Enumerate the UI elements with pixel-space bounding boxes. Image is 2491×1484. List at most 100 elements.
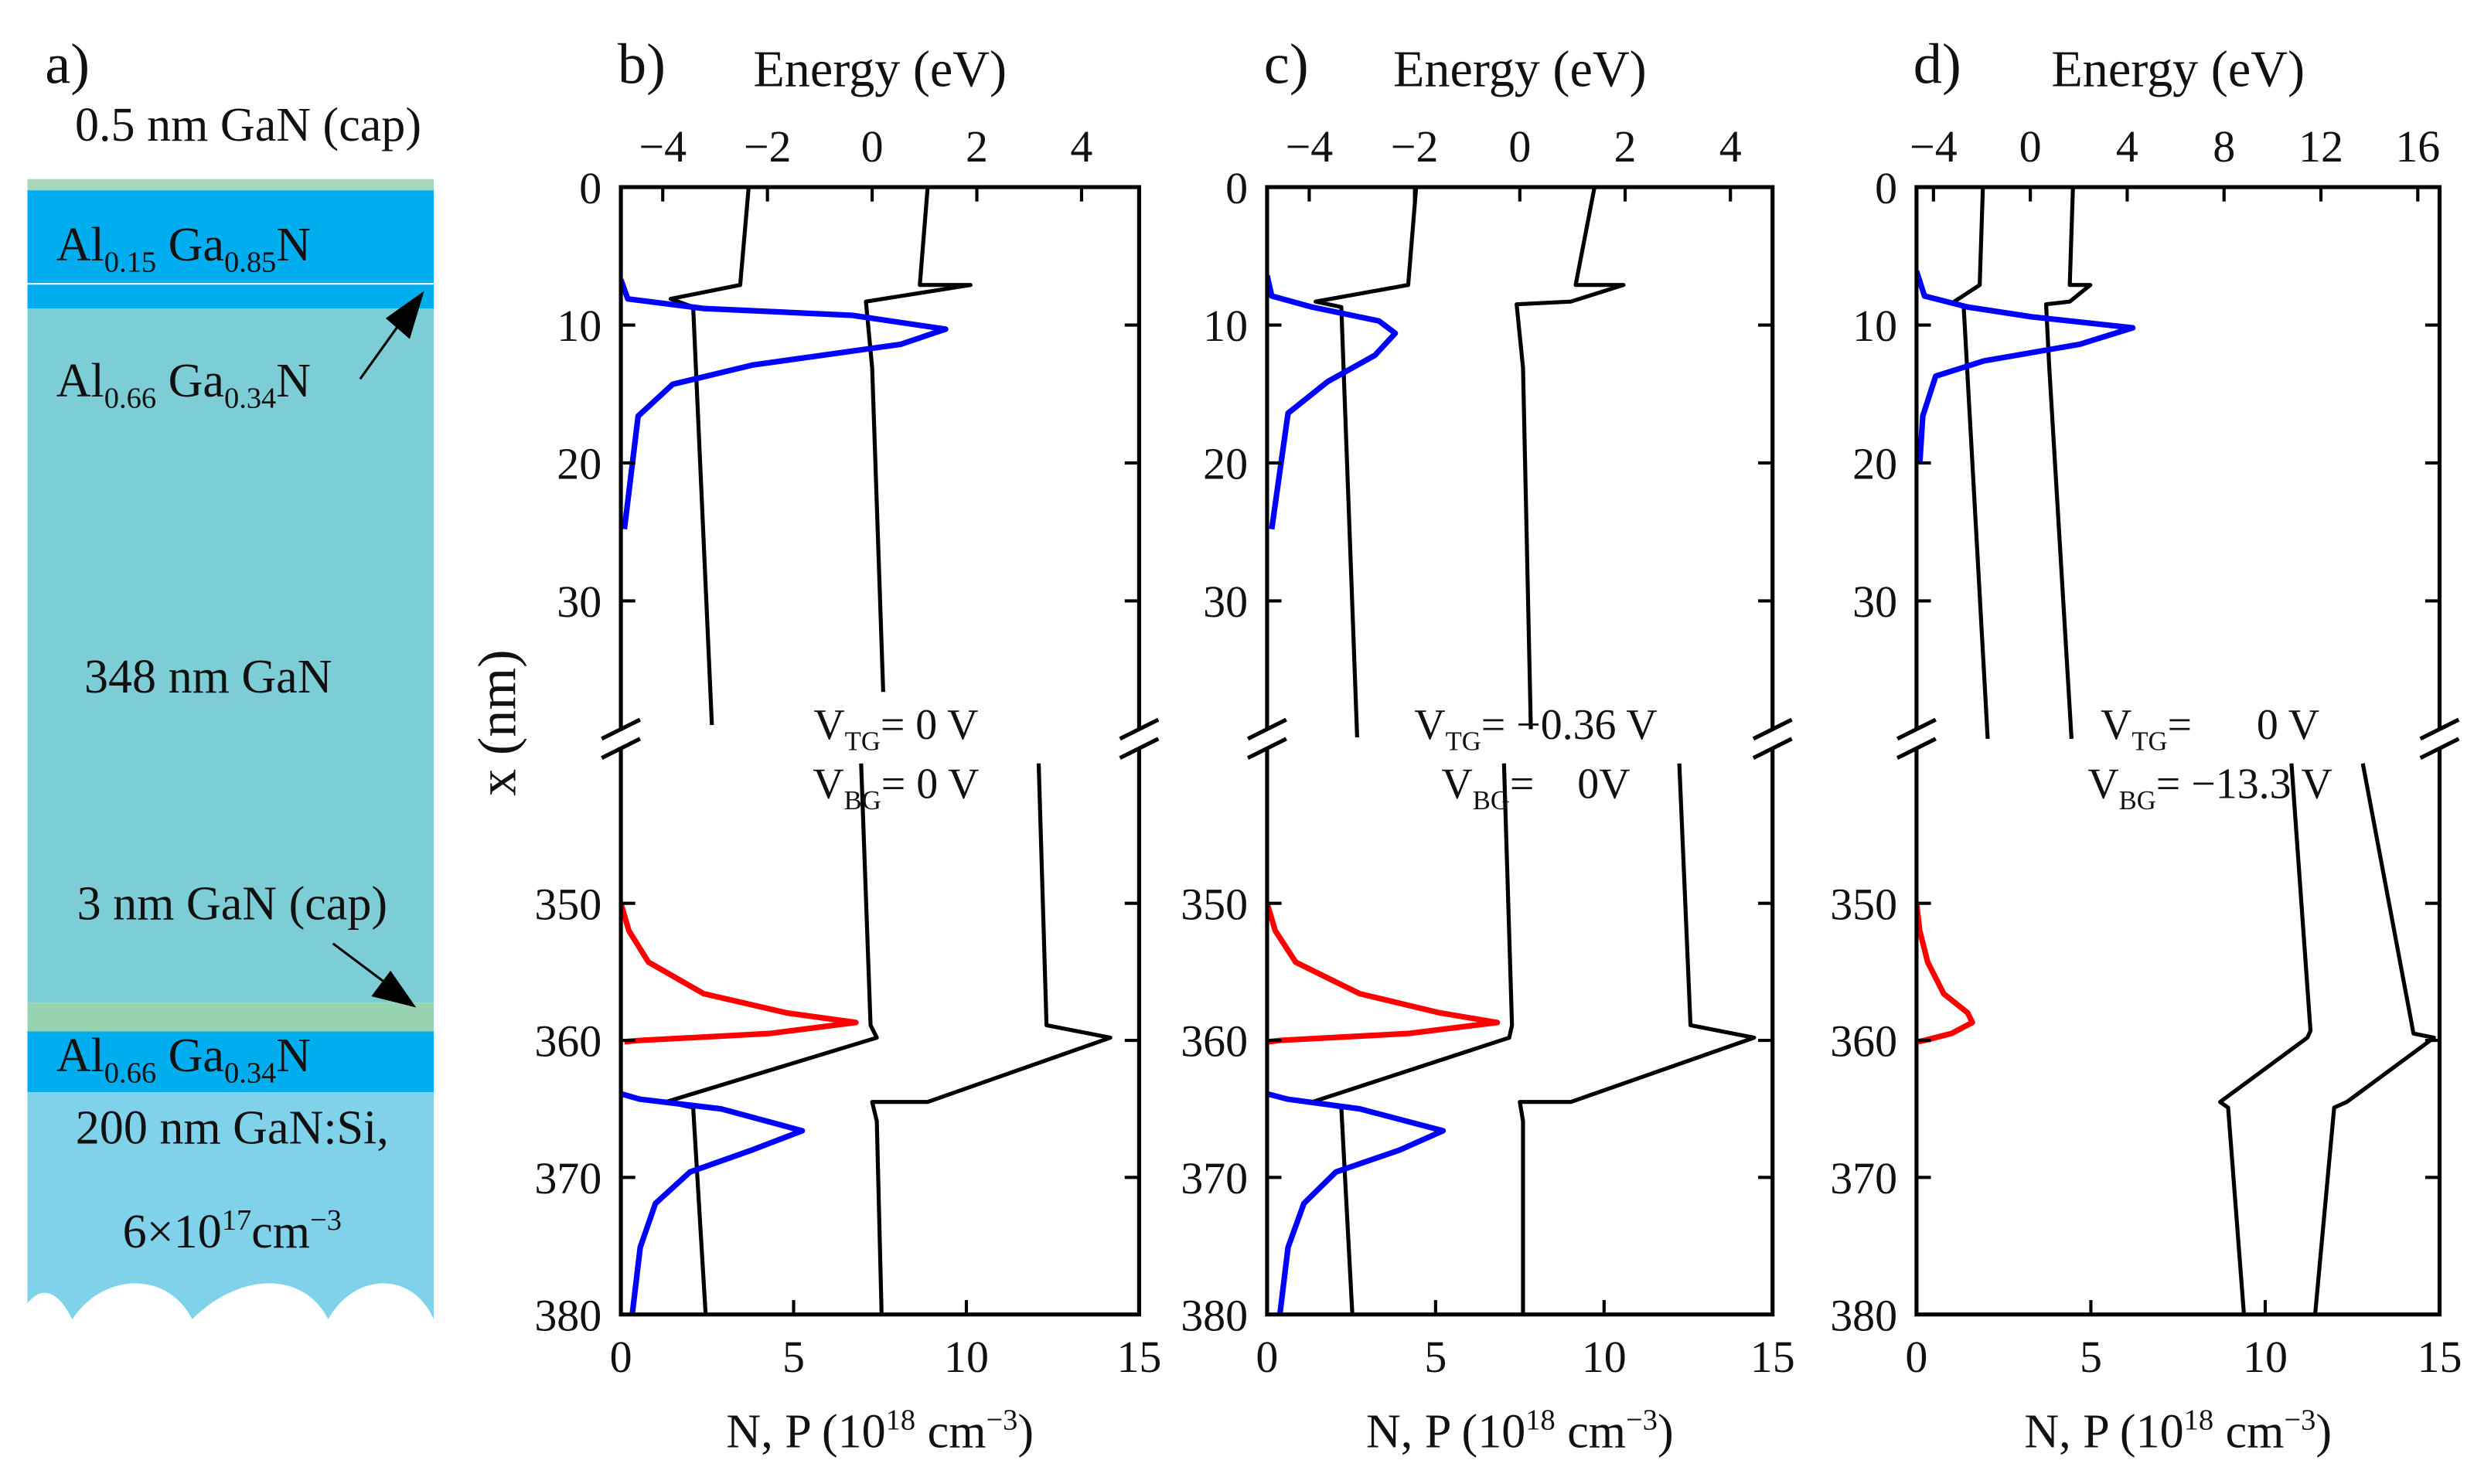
script-text: 17: [222, 1204, 251, 1237]
cap-layer: [27, 179, 434, 191]
axis-break-mark: [1119, 737, 1160, 761]
x2-tick-label: −4: [1910, 121, 1958, 172]
band-edge: [1952, 187, 1990, 740]
x2-tick-label: 4: [1719, 121, 1742, 172]
script-text: 0.15: [104, 247, 156, 279]
panel-label: b): [618, 33, 666, 97]
band-edge: [668, 187, 751, 726]
annotation: VTG= 0 V: [2101, 701, 2319, 756]
axis-break-mark: [1896, 737, 1937, 761]
text-part: cm: [2213, 1405, 2284, 1458]
text-part: 3 nm GaN (cap): [77, 878, 387, 931]
annotation: VBG= 0 V: [813, 760, 979, 815]
band-edge: [2218, 763, 2313, 1315]
text-part: V: [813, 760, 843, 808]
y-tick-label: 360: [534, 1016, 601, 1067]
layer-label: 6×1017cm−3: [123, 1204, 342, 1258]
layer-label: Al0.15 Ga0.85N: [56, 219, 311, 278]
y-tick-label: 30: [557, 577, 601, 627]
x-axis-label: N, P (1018 cm−3): [2024, 1404, 2332, 1458]
text-part: Ga: [156, 355, 224, 407]
plot-area: [621, 187, 1113, 1315]
x2-tick-label: −2: [1391, 121, 1439, 172]
text-part: cm: [1556, 1405, 1626, 1458]
script-text: TG: [845, 727, 881, 756]
axis-break-mark: [601, 737, 642, 761]
y-tick-label: 0: [1875, 163, 1897, 213]
script-text: 0.34: [224, 383, 276, 415]
gan-layer: [27, 308, 434, 1003]
y-tick-label: 350: [1181, 879, 1248, 929]
x2-tick-label: 16: [2395, 121, 2440, 172]
text-part: = −13.3 V: [2156, 760, 2333, 808]
layer-label: Al0.66 Ga0.34N: [56, 1030, 311, 1089]
band-edge: [2312, 763, 2436, 1315]
script-text: −3: [310, 1204, 342, 1237]
y-tick-label: 20: [1203, 439, 1248, 489]
script-text: −3: [1626, 1404, 1658, 1437]
band-edge: [1515, 187, 1626, 730]
y-tick-label: 10: [1852, 301, 1897, 351]
substrate-layer: [27, 1092, 434, 1319]
x2-tick-label: 2: [966, 121, 988, 172]
axis-break-mark: [1752, 717, 1793, 741]
text-part: V: [2101, 701, 2131, 749]
carrier-density: [1266, 1091, 1447, 1315]
x2-tick-label: 0: [861, 121, 884, 172]
y-tick-label: 360: [1181, 1016, 1248, 1067]
y-tick-label: 0: [1225, 163, 1248, 213]
layer-label: 0.5 nm GaN (cap): [75, 99, 421, 151]
text-part: Al: [56, 1030, 104, 1082]
arrowhead: [371, 970, 417, 1008]
barrier-layer: [27, 284, 434, 309]
y-tick-label: 370: [534, 1153, 601, 1203]
text-part: cm: [915, 1405, 986, 1458]
y-tick-label: 20: [557, 439, 601, 489]
x2-tick-label: −2: [744, 121, 792, 172]
script-text: BG: [2119, 786, 2156, 815]
script-text: 0.66: [104, 1057, 156, 1090]
text-part: Al: [56, 355, 104, 407]
x-tick-label: 5: [782, 1332, 805, 1382]
x2-axis-label: Energy (eV): [1393, 42, 1647, 98]
x2-tick-label: 0: [2019, 121, 2042, 172]
layer-stack: [27, 179, 434, 1319]
text-part: 200 nm GaN:Si,: [76, 1101, 389, 1154]
x2-tick-label: 12: [2298, 121, 2343, 172]
plot-area: [1266, 187, 1757, 1315]
text-part: V: [813, 701, 844, 749]
x2-tick-label: −4: [1286, 121, 1334, 172]
panel-label: a): [45, 33, 90, 97]
script-text: TG: [2131, 727, 2167, 756]
y-tick-label: 30: [1203, 577, 1248, 627]
x-tick-label: 0: [1256, 1332, 1278, 1382]
x-tick-label: 10: [2243, 1332, 2288, 1382]
carrier-density: [621, 1091, 806, 1315]
text-part: = 0 V: [2168, 701, 2320, 749]
text-part: N, P (10: [726, 1405, 885, 1458]
text-part: ): [2316, 1405, 2332, 1458]
script-text: 18: [1525, 1404, 1555, 1437]
text-part: V: [2087, 760, 2118, 808]
x-tick-label: 15: [1750, 1332, 1795, 1382]
carrier-density: [1916, 903, 1975, 1045]
x-tick-label: 0: [1905, 1332, 1927, 1382]
axis-break-mark: [1119, 717, 1160, 741]
band-edge: [1314, 187, 1419, 738]
axis-break-gap: [2433, 729, 2446, 749]
y-tick-label: 360: [1830, 1016, 1897, 1067]
y-tick-label: 380: [1181, 1290, 1248, 1340]
y-tick-label: 10: [1203, 301, 1248, 351]
band-edge: [2043, 187, 2093, 740]
script-text: −3: [986, 1404, 1017, 1437]
text-part: cm: [251, 1206, 310, 1258]
axis-break-mark: [1246, 737, 1287, 761]
band-edge: [1310, 763, 1515, 1315]
x2-tick-label: 4: [2116, 121, 2138, 172]
annotation: VTG= 0 V: [813, 701, 978, 756]
text-part: N, P (10: [1366, 1405, 1525, 1458]
cap-layer: [27, 1002, 434, 1032]
annotation: VBG= −13.3 V: [2087, 760, 2332, 815]
text-part: ): [1017, 1405, 1034, 1458]
text-part: ): [1658, 1405, 1674, 1458]
